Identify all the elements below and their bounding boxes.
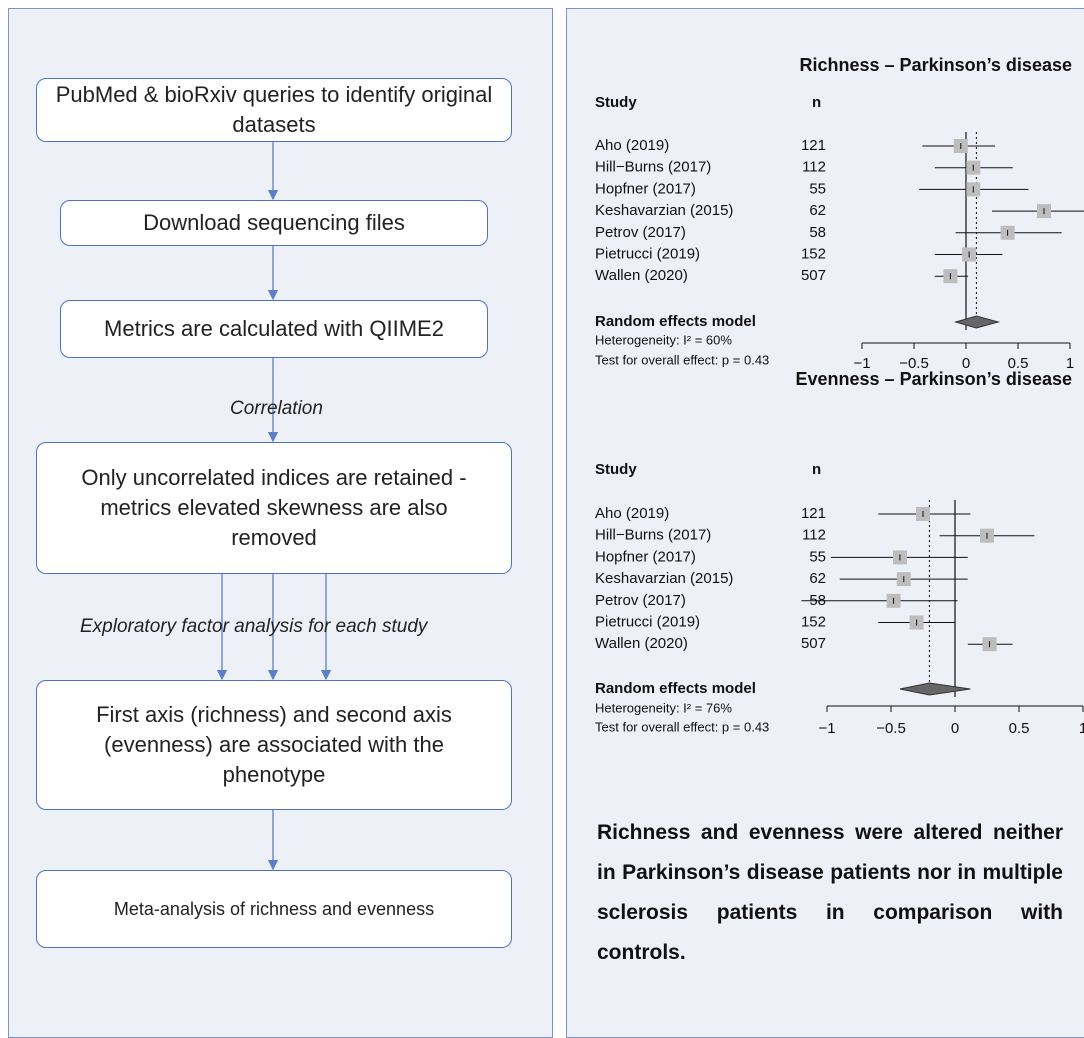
arrows	[216, 142, 332, 871]
study-n: 152	[801, 245, 826, 262]
study-label: Petrov (2017)	[595, 592, 686, 609]
x-tick-label: 0.5	[1009, 720, 1030, 737]
study-n: 55	[809, 548, 826, 565]
study-label: Hill−Burns (2017)	[595, 527, 711, 544]
flow-step: Meta-analysis of richness and evenness	[36, 870, 512, 948]
model-label: Random effects model	[595, 313, 756, 330]
study-n: 62	[809, 570, 826, 587]
x-tick-label: 0.5	[1008, 355, 1029, 372]
flow-step: PubMed & bioRxiv queries to identify ori…	[36, 78, 512, 142]
study-n: 121	[801, 505, 826, 522]
column-header: Study	[595, 94, 637, 111]
study-label: Keshavarzian (2015)	[595, 570, 733, 587]
study-n: 58	[809, 592, 826, 609]
pooled-diamond	[899, 682, 971, 696]
study-label: Aho (2019)	[595, 505, 669, 522]
x-tick-label: −1	[853, 355, 870, 372]
study-n: 121	[801, 137, 826, 154]
overall-test: Test for overall effect: p = 0.43	[595, 719, 769, 734]
plot-title: Richness – Parkinson’s disease	[800, 55, 1072, 75]
x-tick-label: 1	[1079, 720, 1084, 737]
study-label: Aho (2019)	[595, 137, 669, 154]
x-tick-label: −0.5	[876, 720, 906, 737]
study-label: Hill−Burns (2017)	[595, 159, 711, 176]
study-label: Pietrucci (2019)	[595, 613, 700, 630]
x-tick-label: 0	[951, 720, 959, 737]
study-label: Hopfner (2017)	[595, 180, 696, 197]
flow-step: Download sequencing files	[60, 200, 488, 246]
right-panel	[566, 8, 1084, 1038]
study-n: 507	[801, 635, 826, 652]
flow-step: Metrics are calculated with QIIME2	[60, 300, 488, 358]
study-label: Keshavarzian (2015)	[595, 202, 733, 219]
x-tick-label: 1	[1066, 355, 1074, 372]
study-n: 58	[809, 224, 826, 241]
model-label: Random effects model	[595, 680, 756, 697]
study-label: Hopfner (2017)	[595, 548, 696, 565]
study-n: 62	[809, 202, 826, 219]
study-n: 112	[802, 159, 826, 176]
x-tick-label: −1	[818, 720, 835, 737]
study-n: 112	[802, 527, 826, 544]
plot-title: Evenness – Parkinson’s disease	[796, 369, 1073, 389]
heterogeneity: Heterogeneity: I² = 76%	[595, 700, 732, 715]
x-tick-label: 0	[962, 355, 970, 372]
column-header: n	[812, 94, 821, 111]
study-n: 152	[801, 613, 826, 630]
conclusion: Richness and evenness were altered neith…	[597, 821, 1063, 964]
study-n: 55	[809, 180, 826, 197]
overall-test: Test for overall effect: p = 0.43	[595, 352, 769, 367]
flow-step: Only uncorrelated indices are retained -…	[36, 442, 512, 574]
heterogeneity: Heterogeneity: I² = 60%	[595, 332, 732, 347]
pooled-diamond	[953, 315, 1001, 329]
x-tick-label: −0.5	[899, 355, 929, 372]
edge-label: Correlation	[230, 398, 323, 419]
study-label: Wallen (2020)	[595, 267, 688, 284]
study-label: Petrov (2017)	[595, 224, 686, 241]
study-label: Wallen (2020)	[595, 635, 688, 652]
column-header: Study	[595, 461, 637, 478]
flow-step: First axis (richness) and second axis (e…	[36, 680, 512, 810]
column-header: n	[812, 461, 821, 478]
study-n: 507	[801, 267, 826, 284]
edge-label: Exploratory factor analysis for each stu…	[80, 616, 428, 637]
study-label: Pietrucci (2019)	[595, 245, 700, 262]
